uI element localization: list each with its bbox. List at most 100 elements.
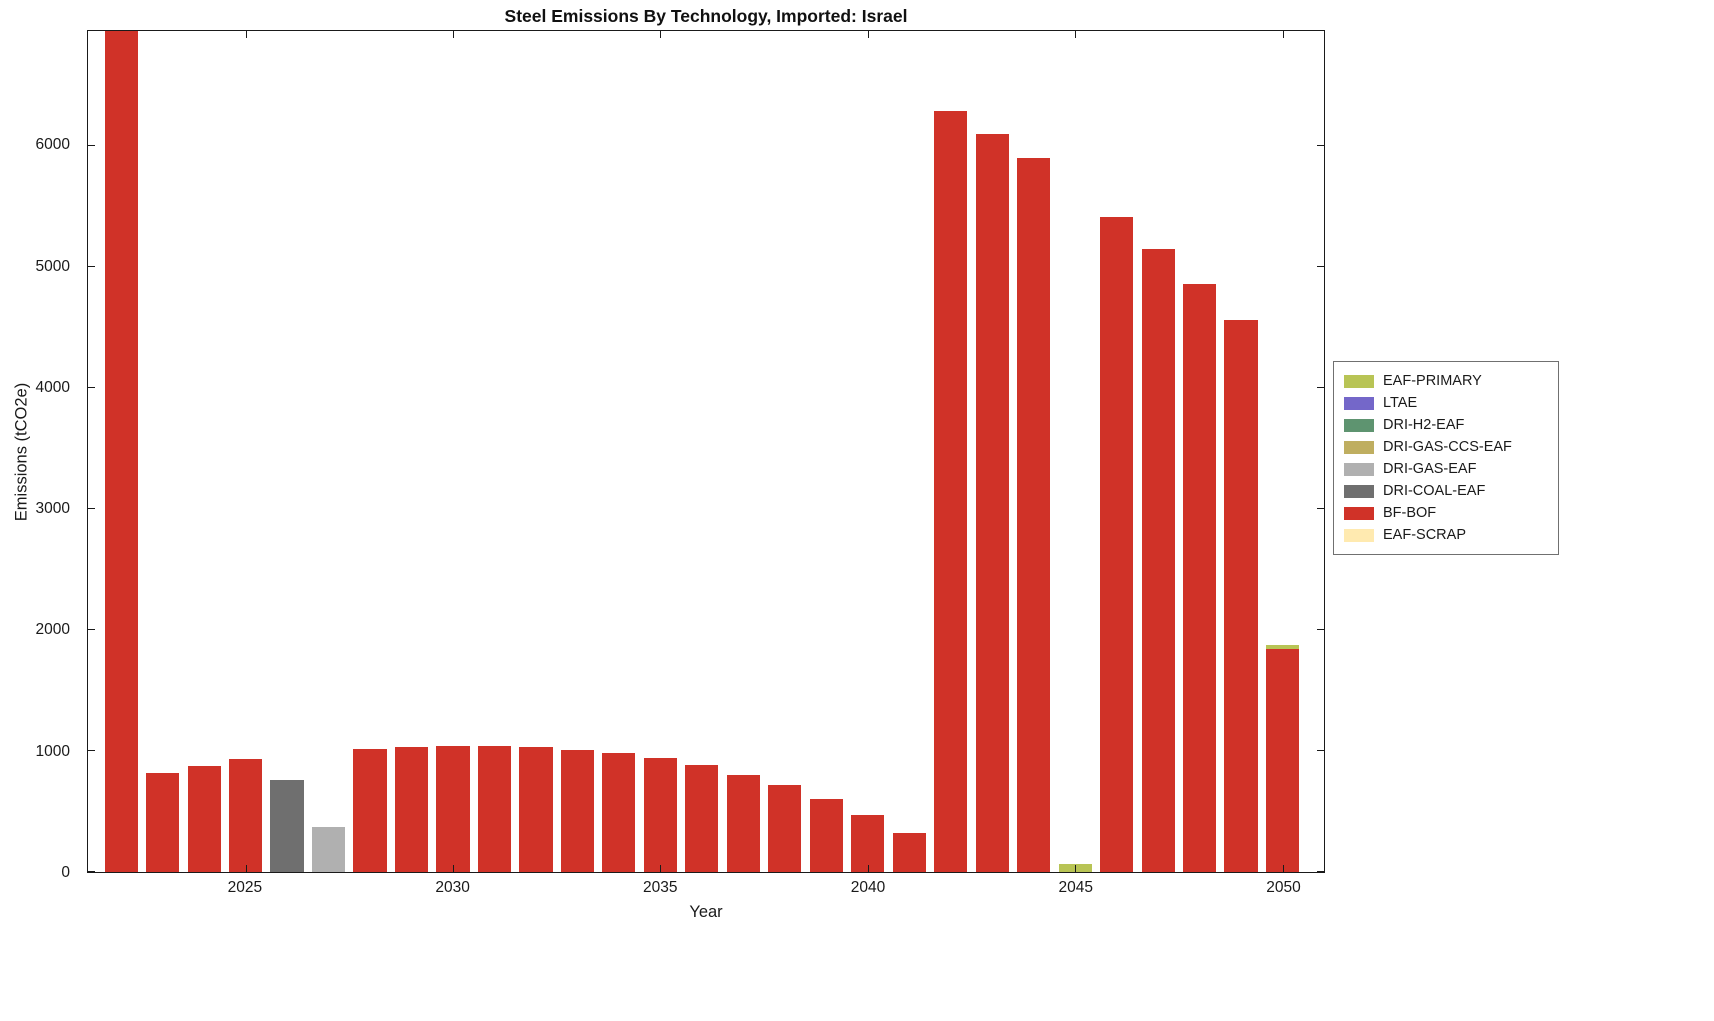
x-tick-label: 2025 (227, 879, 263, 896)
y-tick-mark-right (1317, 629, 1324, 630)
x-tick-mark-top (452, 31, 454, 38)
chart-title: Steel Emissions By Technology, Imported:… (504, 6, 908, 26)
x-tick-mark-top (660, 31, 662, 38)
y-tick-label: 4000 (35, 378, 70, 396)
legend-swatch-dri-coal-eaf (1344, 484, 1374, 498)
y-tick-mark-right (1317, 386, 1324, 388)
bar-bf-bof-2037 (726, 774, 760, 872)
x-tick-label: 2045 (1058, 879, 1093, 896)
y-tick-label: 3000 (35, 500, 70, 518)
bar-bf-bof-2047 (1141, 248, 1175, 872)
bar-bf-bof-2024 (187, 765, 221, 872)
bar-bf-bof-2043 (975, 133, 1009, 872)
legend-swatch-eaf-primary (1344, 374, 1374, 388)
bar-bf-bof-2034 (602, 752, 636, 872)
bar-dri-coal-eaf-2026 (270, 780, 304, 872)
y-tick-mark-right (1317, 750, 1324, 751)
y-tick-mark-right (1317, 265, 1324, 267)
y-tick-mark (88, 507, 95, 509)
y-tick-label: 0 (61, 864, 70, 881)
legend-entry-dri-gas-eaf: DRI-GAS-EAF (1344, 458, 1548, 480)
plot-area (87, 30, 1325, 873)
y-tick-mark (88, 750, 95, 751)
bar-bf-bof-2030 (436, 746, 470, 872)
x-tick-mark (1075, 865, 1077, 872)
bar-bf-bof-2049 (1224, 320, 1258, 872)
y-tick-mark (88, 144, 95, 146)
x-axis-label: Year (689, 903, 723, 921)
y-tick-label: 5000 (35, 257, 70, 275)
legend-entry-dri-coal-eaf: DRI-COAL-EAF (1344, 480, 1548, 502)
bar-bf-bof-2046 (1100, 217, 1134, 872)
legend-label: DRI-GAS-EAF (1383, 461, 1477, 477)
x-tick-mark (867, 865, 869, 872)
bar-bf-bof-2042 (934, 110, 968, 872)
legend-label: DRI-GAS-CCS-EAF (1383, 439, 1512, 455)
legend-entry-bf-bof: BF-BOF (1344, 502, 1548, 524)
bar-bf-bof-2038 (768, 785, 802, 872)
bar-bf-bof-2048 (1182, 283, 1217, 872)
bar-bf-bof-2033 (560, 749, 594, 872)
bar-bf-bof-2025 (229, 759, 263, 872)
y-tick-labels: 0 1000 2000 3000 4000 5000 6000 (0, 30, 80, 881)
x-tick-mark (1282, 865, 1284, 872)
bar-dri-gas-eaf-2027 (311, 827, 346, 872)
bar-bf-bof-2028 (353, 748, 387, 872)
legend-swatch-bf-bof (1344, 506, 1374, 520)
y-tick-mark (88, 629, 95, 630)
legend-swatch-dri-h2-eaf (1344, 418, 1374, 432)
bar-bf-bof-2029 (394, 747, 429, 872)
bar-bf-bof-2044 (1017, 158, 1051, 872)
x-tick-mark-top (1282, 31, 1284, 38)
x-tick-label: 2050 (1266, 879, 1301, 896)
x-tick-mark (245, 865, 247, 872)
y-tick-mark (88, 386, 95, 388)
legend-label: LTAE (1383, 395, 1418, 411)
y-tick-label: 1000 (35, 742, 70, 760)
legend-entry-eaf-scrap: EAF-SCRAP (1344, 524, 1548, 546)
y-tick-mark (88, 265, 95, 267)
y-tick-label: 6000 (35, 136, 70, 154)
legend-label: EAF-SCRAP (1383, 527, 1466, 543)
x-tick-mark-top (1075, 31, 1077, 38)
legend: EAF-PRIMARY LTAE DRI-H2-EAF DRI-GAS-CCS-EAF… (1333, 361, 1559, 555)
bar-eaf-primary-2045 (1058, 863, 1092, 872)
bar-bf-bof-2050 (1265, 649, 1300, 872)
bar-eaf-primary-2050 (1265, 645, 1300, 650)
x-tick-mark-top (245, 31, 247, 38)
x-tick-mark (660, 865, 662, 872)
legend-swatch-dri-gas-eaf (1344, 462, 1374, 476)
legend-label: DRI-COAL-EAF (1383, 483, 1486, 499)
legend-entry-dri-h2-eaf: DRI-H2-EAF (1344, 414, 1548, 436)
bar-bf-bof-2036 (685, 764, 719, 872)
y-tick-label: 2000 (35, 621, 70, 639)
y-tick-mark-right (1317, 507, 1324, 509)
bar-bf-bof-2032 (519, 747, 553, 872)
legend-entry-dri-gas-ccs-eaf: DRI-GAS-CCS-EAF (1344, 436, 1548, 458)
x-tick-labels: 2025 2030 2035 2040 2045 2050 (87, 879, 1325, 899)
x-tick-label: 2040 (850, 879, 886, 896)
bar-bf-bof-2023 (146, 772, 180, 872)
legend-swatch-ltae (1344, 396, 1374, 410)
legend-swatch-dri-gas-ccs-eaf (1344, 440, 1374, 454)
bar-bf-bof-2035 (643, 757, 677, 872)
legend-label: DRI-H2-EAF (1383, 417, 1465, 433)
y-tick-mark (88, 871, 95, 872)
legend-swatch-eaf-scrap (1344, 528, 1374, 542)
x-tick-mark-top (867, 31, 869, 38)
bar-bf-bof-2039 (809, 798, 843, 872)
x-tick-label: 2035 (643, 879, 678, 896)
legend-label: EAF-PRIMARY (1383, 373, 1482, 389)
y-tick-mark-right (1317, 144, 1324, 146)
x-tick-label: 2030 (435, 879, 470, 896)
y-tick-mark-right (1317, 871, 1324, 872)
legend-entry-ltae: LTAE (1344, 392, 1548, 414)
legend-label: BF-BOF (1383, 505, 1437, 521)
x-tick-mark (452, 865, 454, 872)
bar-bf-bof-2041 (892, 833, 926, 872)
bar-bf-bof-2022 (104, 31, 138, 872)
legend-entry-eaf-primary: EAF-PRIMARY (1344, 370, 1548, 392)
bar-bf-bof-2040 (851, 815, 885, 872)
bar-bf-bof-2031 (477, 746, 512, 872)
